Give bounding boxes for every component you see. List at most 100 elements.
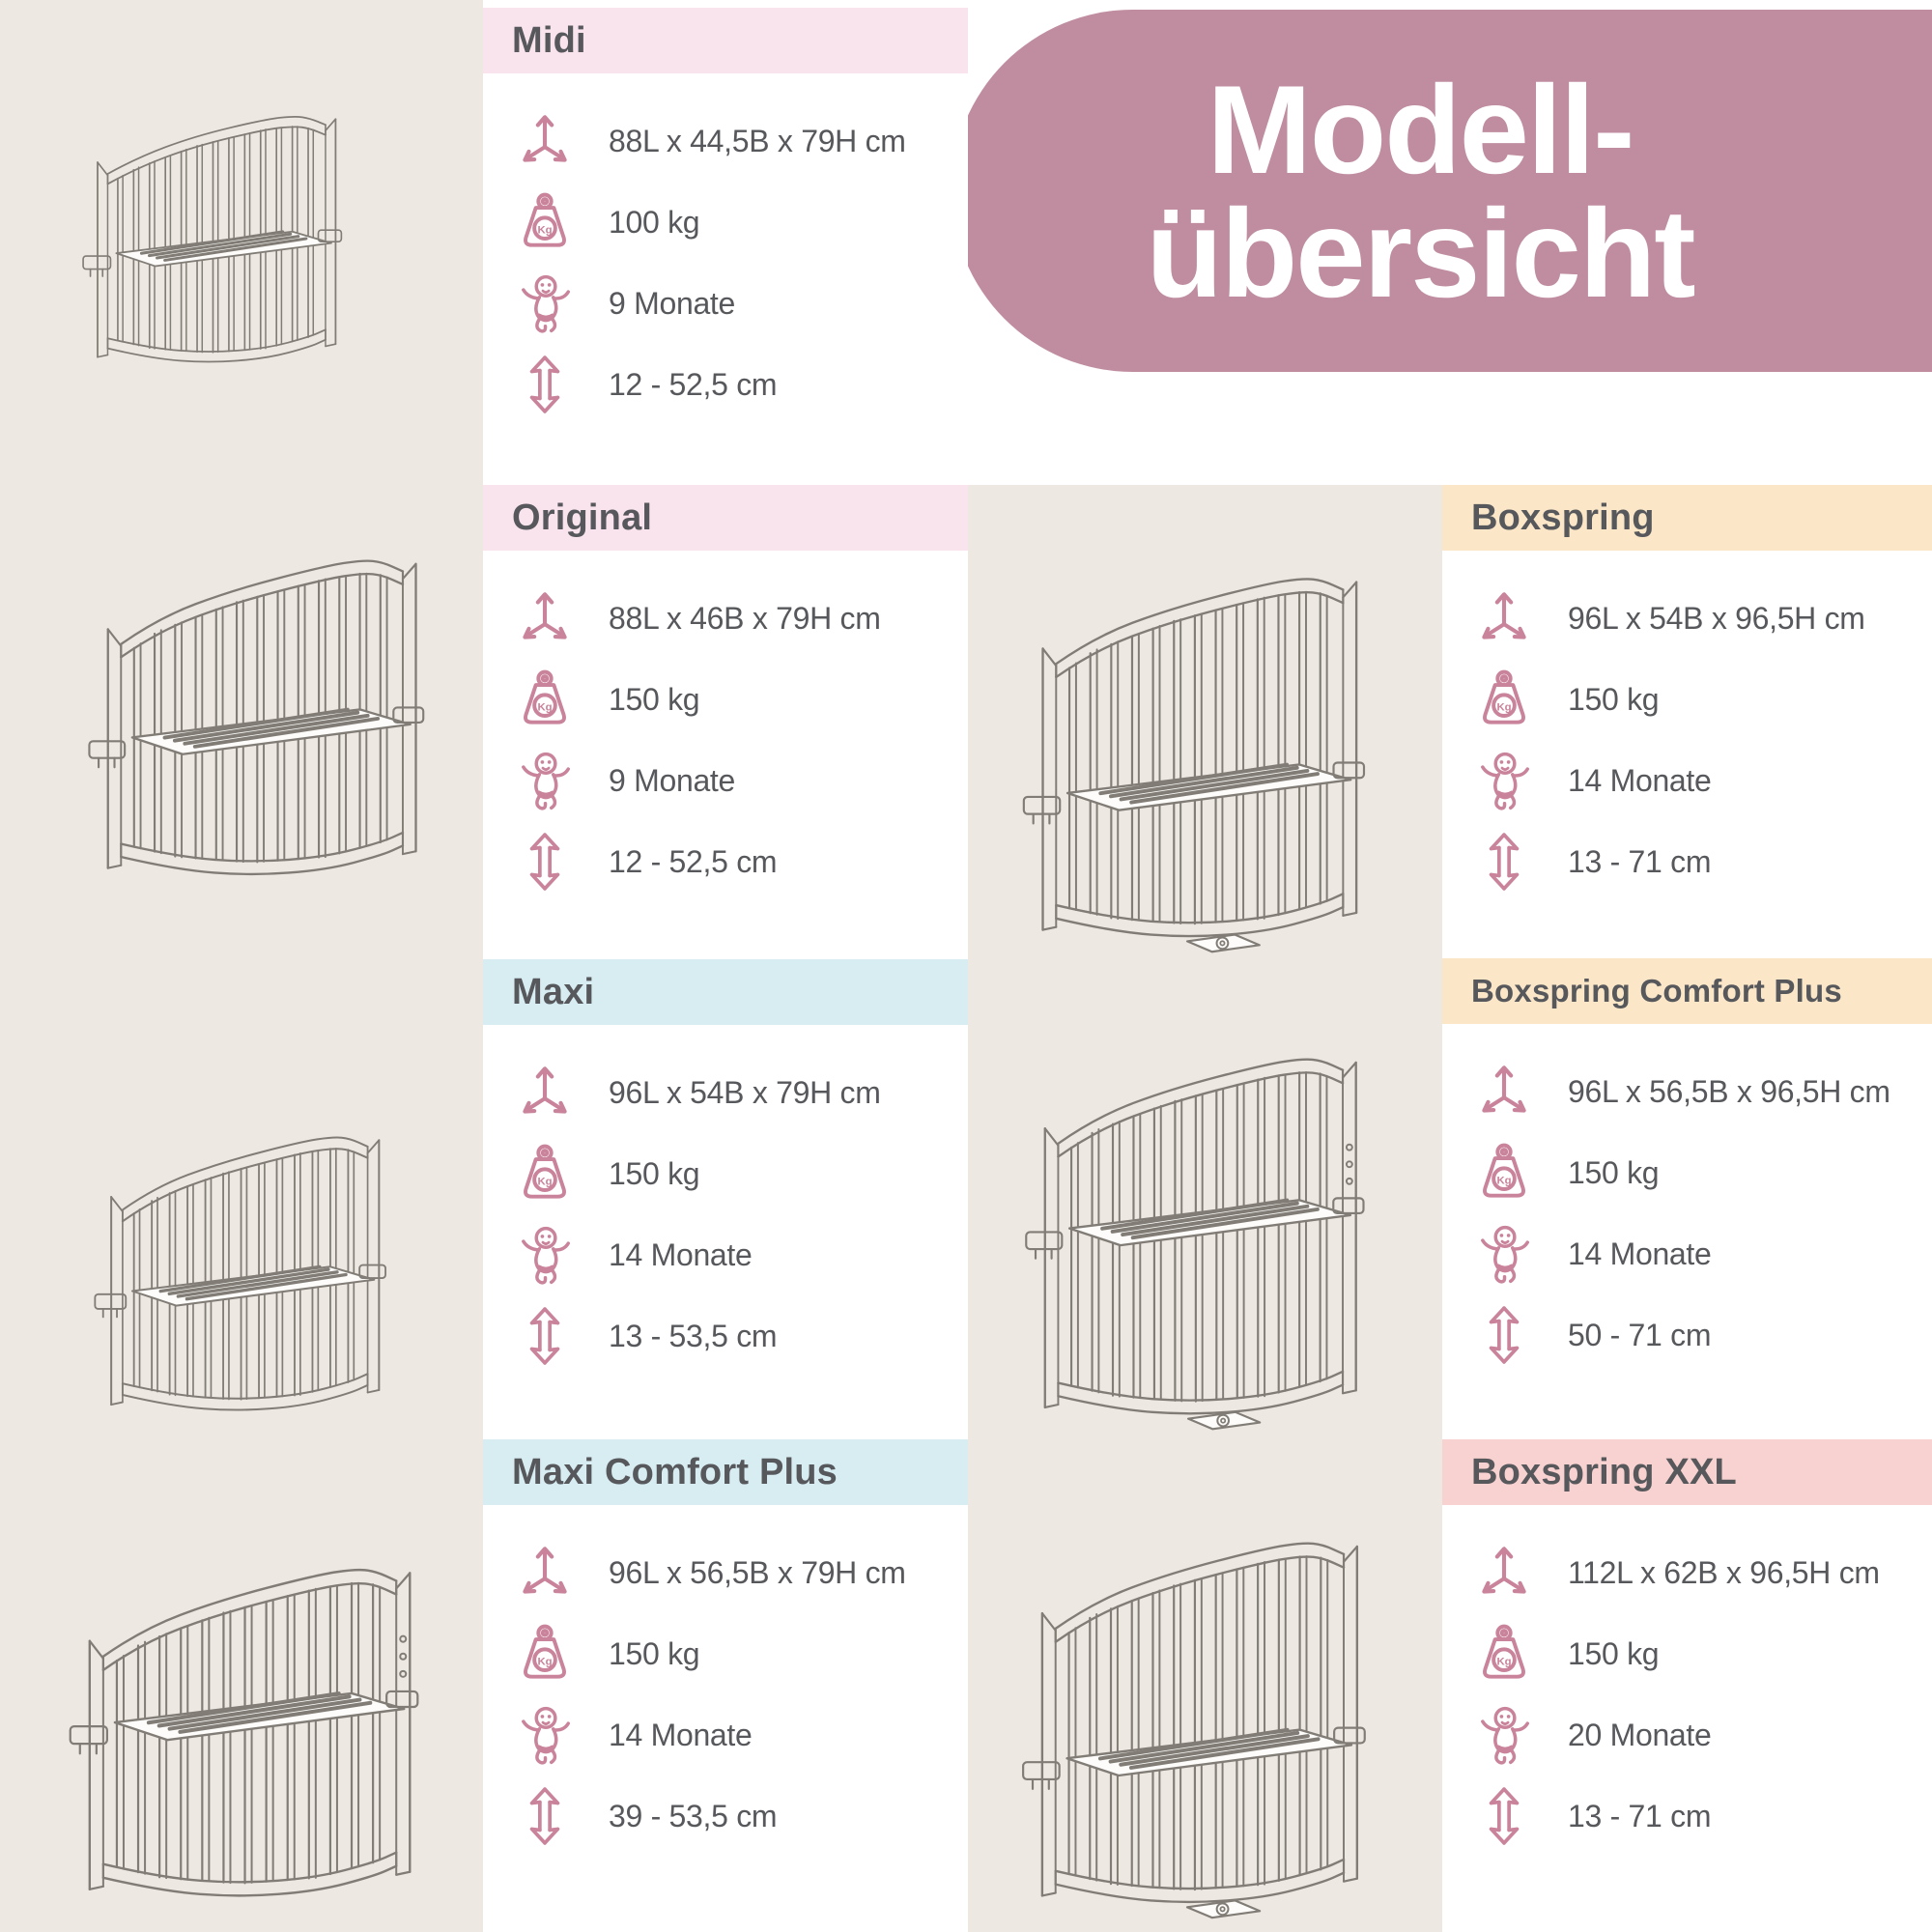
title-blob: Modell- übersicht	[952, 10, 1932, 372]
height-adjust-icon	[510, 353, 580, 416]
weight-icon	[1469, 1622, 1539, 1686]
model-card-boxspring-comfort-plus: Boxspring Comfort Plus 96L x 56,5B x 96,…	[1442, 958, 1932, 1439]
weight-icon	[510, 668, 580, 731]
spec-row-dimensions: 96L x 56,5B x 96,5H cm	[1469, 1060, 1926, 1123]
model-title: Maxi	[512, 971, 595, 1012]
dimensions-icon	[510, 586, 580, 650]
spec-height-value: 39 - 53,5 cm	[609, 1798, 778, 1833]
spec-age-value: 14 Monate	[1568, 1236, 1712, 1271]
model-card-boxspring-xxl: Boxspring XXL 112L x 62B x 96,5H cm 150 …	[1442, 1439, 1932, 1932]
spec-height-value: 13 - 53,5 cm	[609, 1318, 778, 1353]
page-title: Modell- übersicht	[952, 10, 1889, 372]
baby-icon	[510, 1223, 580, 1287]
spec-weight-value: 150 kg	[1568, 681, 1660, 717]
model-card-maxi: Maxi 96L x 54B x 79H cm 150 kg 14 Monate…	[483, 959, 968, 1439]
spec-row-age: 14 Monate	[510, 1223, 962, 1287]
spec-weight-value: 150 kg	[609, 1155, 700, 1191]
page-title-line1: Modell-	[1207, 58, 1635, 200]
spec-age-value: 9 Monate	[609, 762, 736, 798]
spec-weight-value: 150 kg	[1568, 1635, 1660, 1671]
spec-height-value: 12 - 52,5 cm	[609, 366, 778, 402]
weight-icon	[510, 190, 580, 254]
model-header-original: Original	[483, 485, 968, 551]
model-card-midi: Midi 88L x 44,5B x 79H cm 100 kg 9 Monat…	[483, 0, 968, 485]
dimensions-icon	[510, 109, 580, 173]
model-title: Boxspring Comfort Plus	[1471, 973, 1842, 1009]
spec-dimensions-value: 96L x 56,5B x 79H cm	[609, 1554, 906, 1590]
height-adjust-icon	[1469, 1784, 1539, 1848]
spec-age-value: 14 Monate	[609, 1717, 753, 1752]
model-header-midi: Midi	[483, 8, 968, 73]
spec-age-value: 20 Monate	[1568, 1717, 1712, 1752]
spec-row-age: 9 Monate	[510, 749, 962, 812]
spec-age-value: 14 Monate	[609, 1236, 753, 1272]
spec-row-age: 9 Monate	[510, 271, 962, 335]
baby-icon	[510, 271, 580, 335]
dimensions-icon	[1469, 1060, 1539, 1123]
model-title: Maxi Comfort Plus	[512, 1451, 838, 1492]
baby-icon	[510, 749, 580, 812]
weight-icon	[1469, 668, 1539, 731]
model-card-boxspring: Boxspring 96L x 54B x 96,5H cm 150 kg 14…	[1442, 485, 1932, 958]
spec-dimensions-value: 88L x 44,5B x 79H cm	[609, 123, 906, 158]
model-header-maxi: Maxi	[483, 959, 968, 1025]
spec-dimensions-value: 96L x 54B x 96,5H cm	[1568, 600, 1865, 636]
model-title: Midi	[512, 19, 586, 61]
spec-weight-value: 100 kg	[609, 204, 700, 240]
spec-age-value: 14 Monate	[1568, 762, 1712, 798]
spec-row-age: 20 Monate	[1469, 1703, 1926, 1767]
height-adjust-icon	[1469, 830, 1539, 894]
crib-illustration-boxspring-comfort-plus	[968, 981, 1412, 1443]
baby-icon	[1469, 749, 1539, 812]
spec-weight-value: 150 kg	[609, 681, 700, 717]
model-card-maxi-comfort-plus: Maxi Comfort Plus 96L x 56,5B x 79H cm 1…	[483, 1439, 968, 1932]
spec-row-dimensions: 96L x 54B x 96,5H cm	[1469, 586, 1926, 650]
spec-row-height-range: 13 - 53,5 cm	[510, 1304, 962, 1368]
spec-row-max-weight: 150 kg	[510, 668, 962, 731]
spec-row-max-weight: 150 kg	[510, 1142, 962, 1206]
spec-row-height-range: 12 - 52,5 cm	[510, 353, 962, 416]
crib-illustration-boxspring-xxl	[958, 1464, 1420, 1932]
spec-row-age: 14 Monate	[1469, 749, 1926, 812]
spec-row-max-weight: 150 kg	[1469, 668, 1926, 731]
weight-icon	[1469, 1141, 1539, 1205]
spec-height-value: 13 - 71 cm	[1568, 843, 1712, 879]
spec-row-height-range: 13 - 71 cm	[1469, 830, 1926, 894]
height-adjust-icon	[1469, 1303, 1539, 1367]
page-title-line2: übersicht	[1146, 182, 1695, 324]
spec-dimensions-value: 96L x 56,5B x 96,5H cm	[1568, 1073, 1890, 1109]
spec-dimensions-value: 88L x 46B x 79H cm	[609, 600, 881, 636]
spec-row-height-range: 39 - 53,5 cm	[510, 1784, 962, 1848]
crib-illustration-midi	[35, 60, 383, 384]
spec-row-dimensions: 96L x 56,5B x 79H cm	[510, 1541, 962, 1605]
spec-row-max-weight: 100 kg	[510, 190, 962, 254]
spec-dimensions-value: 112L x 62B x 96,5H cm	[1568, 1554, 1880, 1590]
height-adjust-icon	[510, 1304, 580, 1368]
dimensions-icon	[1469, 586, 1539, 650]
height-adjust-icon	[510, 1784, 580, 1848]
spec-row-dimensions: 88L x 46B x 79H cm	[510, 586, 962, 650]
crib-illustration-boxspring	[968, 500, 1410, 966]
model-title: Boxspring XXL	[1471, 1451, 1737, 1492]
spec-age-value: 9 Monate	[609, 285, 736, 321]
model-title: Boxspring	[1471, 497, 1655, 538]
spec-row-max-weight: 150 kg	[1469, 1622, 1926, 1686]
dimensions-icon	[510, 1541, 580, 1605]
spec-row-age: 14 Monate	[1469, 1222, 1926, 1286]
height-adjust-icon	[510, 830, 580, 894]
model-header-boxspring: Boxspring	[1442, 485, 1932, 551]
dimensions-icon	[1469, 1541, 1539, 1605]
crib-illustration-original	[46, 452, 457, 935]
weight-icon	[510, 1622, 580, 1686]
model-header-boxspring-xxl: Boxspring XXL	[1442, 1439, 1932, 1505]
spec-row-max-weight: 150 kg	[1469, 1141, 1926, 1205]
spec-height-value: 12 - 52,5 cm	[609, 843, 778, 879]
spec-row-height-range: 50 - 71 cm	[1469, 1303, 1926, 1367]
model-title: Original	[512, 497, 653, 538]
spec-row-age: 14 Monate	[510, 1703, 962, 1767]
spec-height-value: 13 - 71 cm	[1568, 1798, 1712, 1833]
spec-height-value: 50 - 71 cm	[1568, 1317, 1712, 1352]
weight-icon	[510, 1142, 580, 1206]
spec-dimensions-value: 96L x 54B x 79H cm	[609, 1074, 881, 1110]
